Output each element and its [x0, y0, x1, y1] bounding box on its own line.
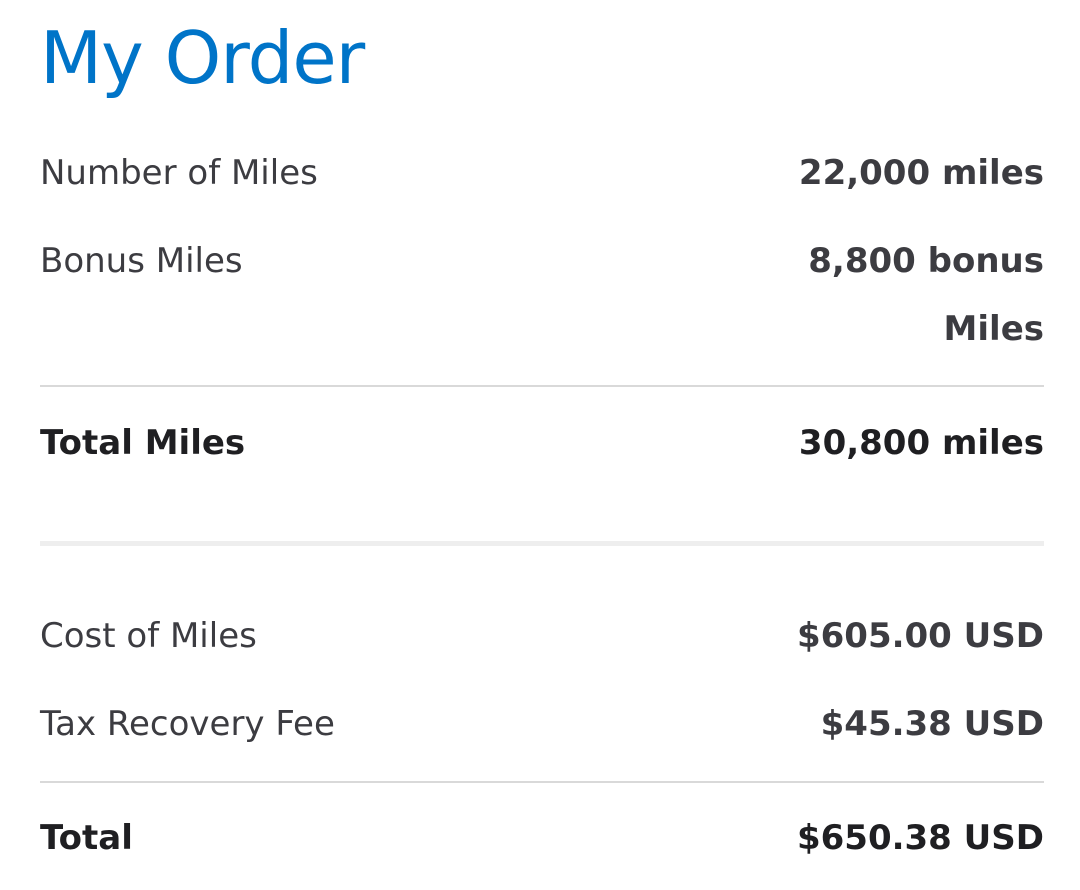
row-cost-of-miles: Cost of Miles $605.00 USD [40, 602, 1044, 670]
row-bonus-miles: Bonus Miles 8,800 bonus Miles [40, 227, 1044, 363]
label: Tax Recovery Fee [40, 704, 335, 744]
value: 22,000 miles [798, 153, 1044, 193]
page-title: My Order [40, 16, 365, 100]
label: Cost of Miles [40, 616, 257, 656]
label: Number of Miles [40, 153, 318, 193]
row-total-miles: Total Miles 30,800 miles [40, 409, 1044, 477]
row-number-of-miles: Number of Miles 22,000 miles [40, 139, 1044, 207]
label: Total Miles [40, 423, 246, 463]
row-total: Total $650.38 USD [40, 804, 1044, 872]
label: Bonus Miles [40, 241, 243, 281]
divider [40, 781, 1044, 783]
row-tax-recovery-fee: Tax Recovery Fee $45.38 USD [40, 690, 1044, 758]
value: $650.38 USD [796, 818, 1044, 858]
divider [40, 385, 1044, 387]
value: $45.38 USD [820, 704, 1044, 744]
value: 30,800 miles [798, 423, 1044, 463]
label: Total [40, 818, 133, 858]
value: $605.00 USD [796, 616, 1044, 656]
value: 8,800 bonus Miles [808, 241, 1044, 349]
section-divider [40, 541, 1044, 546]
